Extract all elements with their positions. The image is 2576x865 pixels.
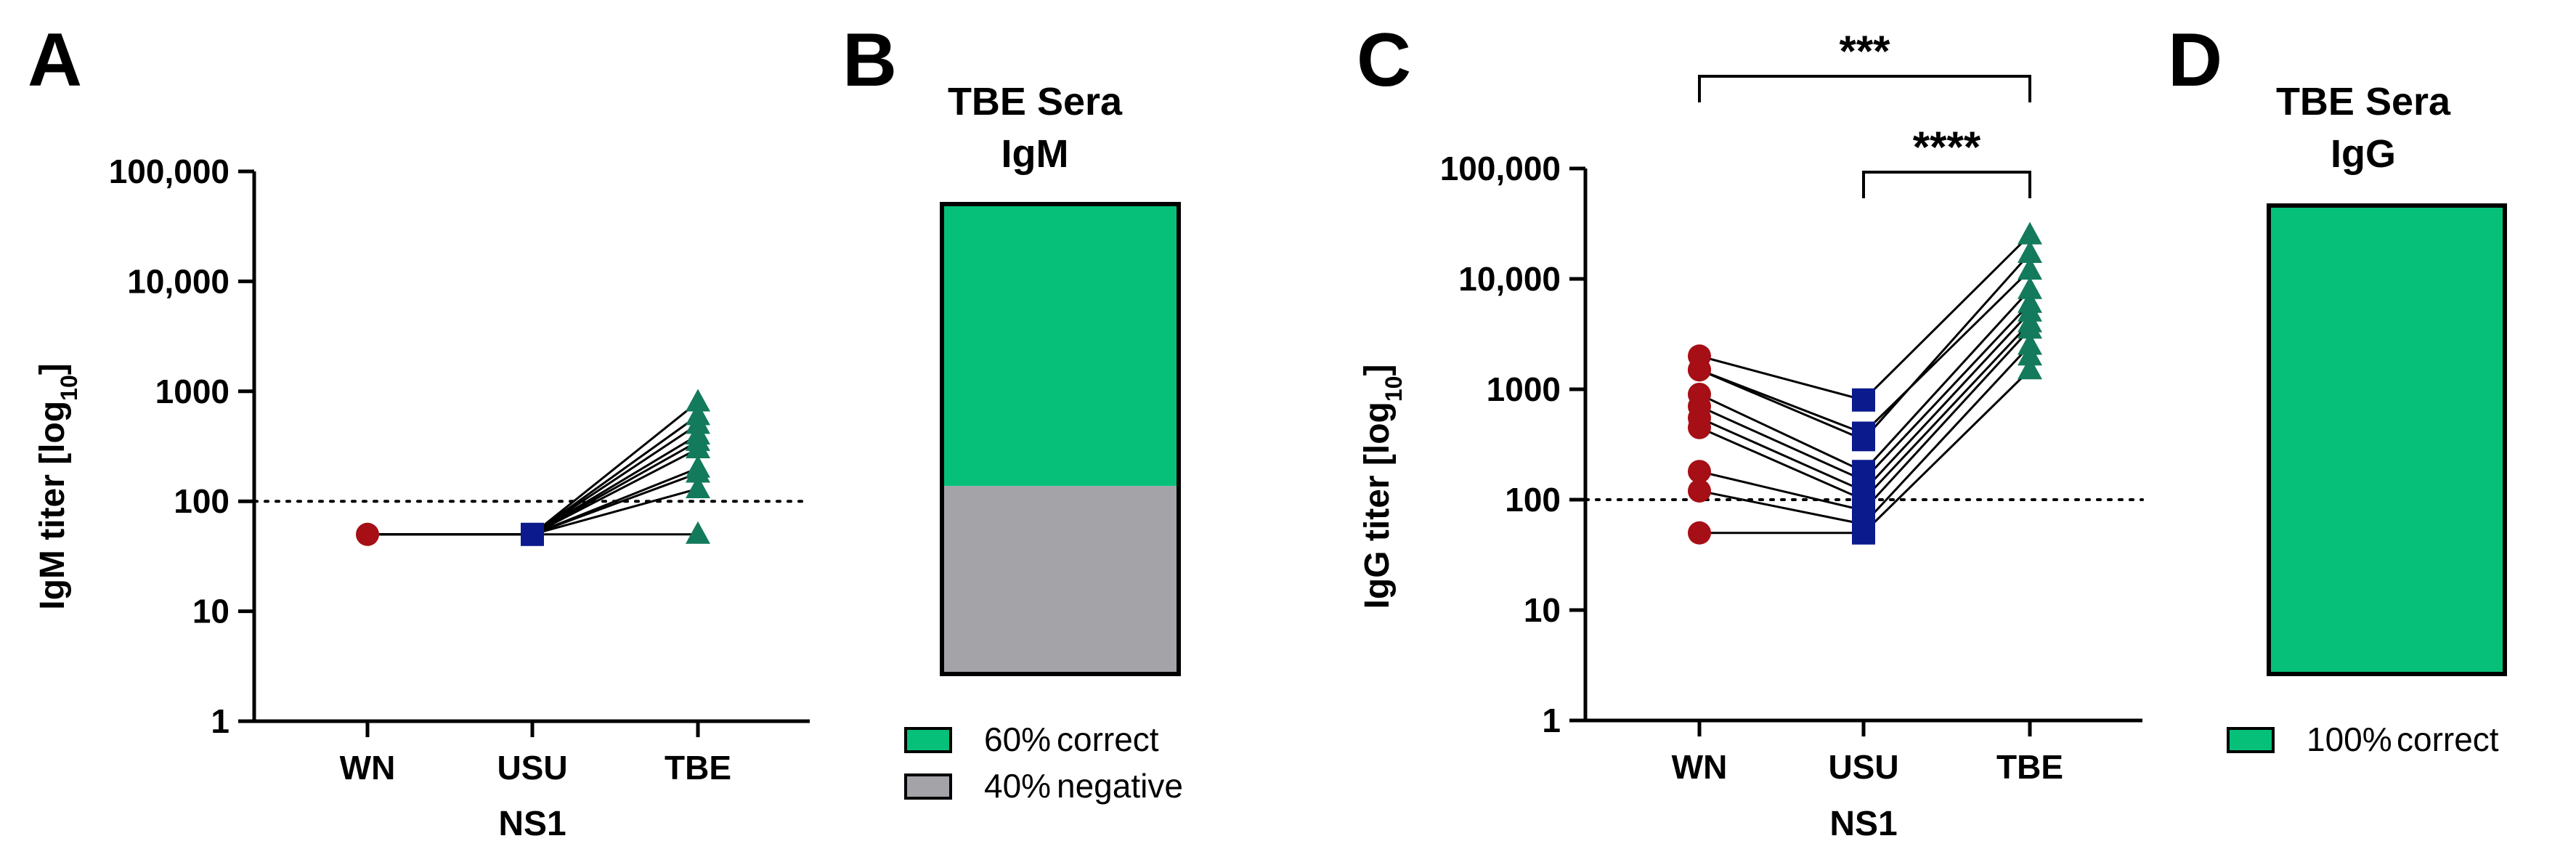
panel-a-point-usu	[521, 522, 544, 546]
panel-c-point-usu	[1852, 521, 1875, 545]
panel-a-point-tbe	[686, 521, 710, 544]
panel-b-bar-segment-correct	[942, 204, 1179, 487]
panel-b-legend-percent: 40%	[984, 767, 1051, 805]
panel-a-point-wn	[356, 522, 379, 546]
panel-c-significance-bracket	[1698, 75, 2031, 102]
panel-c-x-axis-title: NS1	[1829, 805, 1897, 843]
panel-c-significance-label: ***	[1839, 27, 1890, 76]
panel-c-point-wn	[1688, 521, 1711, 545]
panel-b-legend-label: negative	[1057, 767, 1183, 805]
panel-c-point-wn	[1688, 358, 1711, 382]
panel-a-y-tick-label: 10,000	[127, 262, 229, 300]
panel-c-point-usu	[1852, 428, 1875, 452]
panel-c-significance-bracket	[1862, 171, 2031, 198]
panel-c-x-tick-label-usu: USU	[1828, 748, 1898, 786]
panel-c-y-axis-title: IgG titer [log10]	[1358, 365, 1407, 609]
panel-a-scatter-chart: IgM titer [log10] 1 10 100 1000 10,000 100,00…	[33, 153, 811, 843]
panel-c-point-wn	[1688, 415, 1711, 439]
panel-d-legend-label: correct	[2397, 720, 2499, 758]
panel-c-x-tick-label-tbe: TBE	[1996, 748, 2063, 786]
panel-c-y-tick-label: 1	[1542, 702, 1561, 739]
panel-b-bar-segment-negative	[942, 486, 1179, 674]
panel-a-x-axis-title: NS1	[498, 805, 566, 843]
panel-c-point-usu	[1852, 388, 1875, 412]
panel-letter-b: B	[842, 18, 897, 102]
panel-letter-a: A	[28, 18, 82, 102]
panel-a-x-tick-label-tbe: TBE	[665, 749, 731, 787]
panel-a-x-tick-label-usu: USU	[497, 749, 567, 787]
panel-a-point-tbe	[686, 389, 710, 412]
panel-c-y-tick-label: 100,000	[1440, 150, 1561, 187]
panel-a-point-tbe	[686, 435, 710, 458]
panel-a-y-tick-label: 1	[211, 702, 229, 740]
panel-c-pair-line	[1699, 252, 2031, 442]
panel-a-y-tick-label: 100	[174, 482, 229, 520]
panel-b-legend-swatch-correct	[904, 727, 952, 753]
panel-c-point-tbe	[2018, 240, 2042, 263]
panel-c-significance-label: ****	[1913, 123, 1981, 171]
panel-c-y-tick-label: 1000	[1487, 370, 1561, 408]
panel-c-y-tick-label: 10	[1524, 591, 1561, 629]
panel-a-y-tick-label: 10	[192, 593, 229, 630]
panel-a-y-tick-label: 1000	[155, 373, 229, 410]
panel-c-point-tbe	[2018, 343, 2042, 366]
panel-c-scatter-chart: IgG titer [log10] 1 10 100 1000 10,000 100,00…	[1358, 27, 2144, 843]
panel-c-point-tbe	[2018, 357, 2042, 380]
panel-c-point-tbe	[2018, 256, 2042, 280]
panel-letter-c: C	[1357, 18, 1411, 102]
panel-b-legend-percent: 60%	[984, 720, 1051, 758]
panel-d-legend-swatch-correct	[2227, 727, 2275, 753]
panel-b-legend-label: correct	[1057, 720, 1159, 758]
panel-c-x-tick-label-wn: WN	[1672, 748, 1728, 786]
panel-c-y-tick-label: 100	[1505, 481, 1561, 519]
panel-d-title-line1: TBE Sera	[2276, 80, 2451, 123]
panel-c-y-tick-label: 10,000	[1458, 260, 1561, 298]
panel-d-bar-outline	[2267, 203, 2507, 676]
panel-c-point-tbe	[2018, 222, 2042, 245]
panel-a-point-tbe	[686, 460, 710, 483]
panel-d-stacked-bar-chart: TBE Sera IgG 100% correct	[2227, 80, 2507, 758]
panel-a-point-tbe	[686, 475, 710, 498]
panel-b-legend-swatch-negative	[904, 773, 952, 800]
panel-a-y-axis-title: IgM titer [log10]	[33, 363, 82, 610]
panel-c-point-tbe	[2018, 276, 2042, 299]
panel-b-title-line1: TBE Sera	[948, 80, 1123, 123]
panel-c-point-tbe	[2018, 316, 2042, 339]
panel-d-bar-segment-correct	[2269, 206, 2505, 674]
panel-a-y-tick-label: 100,000	[109, 153, 229, 190]
panel-c-point-wn	[1688, 460, 1711, 484]
panel-d-legend-percent: 100%	[2307, 720, 2392, 758]
panel-a-x-tick-label-wn: WN	[340, 749, 396, 787]
panel-b-bar-outline	[940, 202, 1181, 676]
panel-c-point-wn	[1688, 479, 1711, 503]
panel-letter-d: D	[2168, 18, 2222, 102]
panel-b-title-line2: IgM	[1001, 132, 1069, 176]
panel-d-title-line2: IgG	[2331, 132, 2396, 176]
